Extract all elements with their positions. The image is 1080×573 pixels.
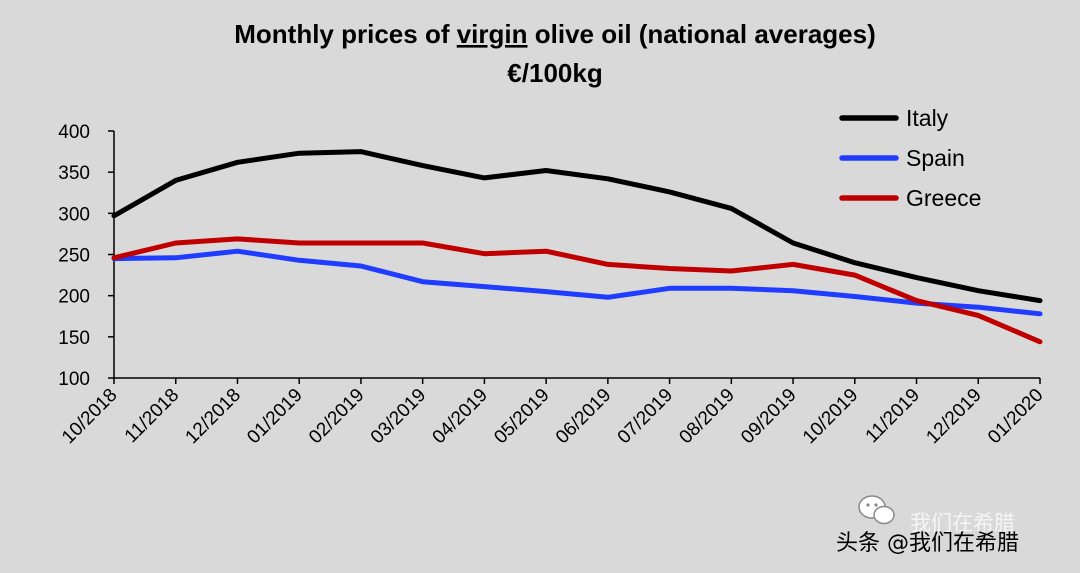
chart-title-part-1: Monthly prices of [234,19,456,49]
wechat-icon [858,495,895,525]
x-tick-label: 01/2019 [243,385,306,448]
watermark-faint-text: 我们在希腊 [910,511,1015,535]
x-tick-label: 03/2019 [367,385,430,448]
y-tick-label: 350 [58,163,90,184]
y-tick-label: 300 [58,204,90,225]
legend-label-greece: Greece [906,185,981,211]
chart-title: Monthly prices of virgin olive oil (nati… [234,19,876,49]
chart-subtitle: €/100kg [507,58,602,88]
series-lines [111,149,1043,345]
y-tick-label: 200 [58,287,90,308]
x-tick-label: 06/2019 [552,385,615,448]
x-tick-label: 01/2020 [984,385,1047,448]
x-tick-label: 12/2018 [182,385,245,448]
x-tick-label: 02/2019 [305,385,368,448]
x-tick-label: 10/2018 [58,385,121,448]
chart-title-part-2: olive oil (national averages) [528,19,876,49]
x-tick-label: 11/2019 [862,385,924,447]
watermark: 我们在希腊 头条 @我们在希腊 [836,495,1019,556]
x-tick-label: 04/2019 [429,385,492,448]
y-ticks: 100 150 200 250 300 350 400 [58,122,114,390]
x-tick-label: 12/2019 [922,385,985,448]
y-tick-label: 100 [58,369,90,390]
x-tick-label: 09/2019 [737,385,800,448]
chart-title-underlined: virgin [457,19,528,49]
series-line-italy [111,149,1043,304]
y-tick-label: 150 [58,328,90,349]
x-tick-label: 08/2019 [675,385,738,448]
x-ticks: 10/2018 11/201812/201801/201902/201903/20… [58,378,1048,448]
legend-label-italy: Italy [906,105,949,131]
watermark-text: 头条 @我们在希腊 [836,531,1019,556]
legend: Italy Spain Greece [839,105,981,211]
x-tick-label: 05/2019 [490,385,553,448]
series-line-greece [111,236,1043,345]
legend-label-spain: Spain [906,145,965,171]
x-tick-label: 11/2018 [121,385,183,447]
x-tick-label: 10/2019 [799,385,862,448]
y-tick-label: 400 [58,122,90,143]
x-tick-label: 07/2019 [614,385,677,448]
series-line-spain [111,248,1043,317]
y-tick-label: 250 [58,246,90,267]
